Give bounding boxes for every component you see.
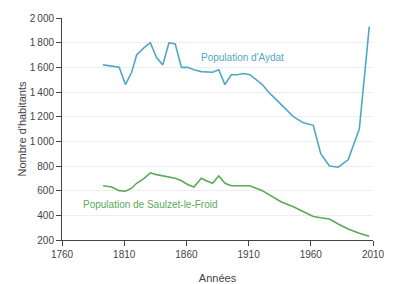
svg-text:1760: 1760 bbox=[51, 249, 74, 260]
svg-text:2010: 2010 bbox=[362, 249, 385, 260]
svg-text:1 400: 1 400 bbox=[30, 87, 55, 98]
svg-text:600: 600 bbox=[37, 185, 54, 196]
svg-text:2 000: 2 000 bbox=[30, 13, 55, 24]
svg-text:200: 200 bbox=[37, 235, 54, 246]
svg-text:Population d'Aydat: Population d'Aydat bbox=[201, 52, 284, 63]
svg-text:1810: 1810 bbox=[113, 249, 136, 260]
svg-text:800: 800 bbox=[37, 161, 54, 172]
svg-text:1860: 1860 bbox=[175, 249, 198, 260]
svg-text:Années: Années bbox=[199, 272, 237, 284]
svg-text:1 600: 1 600 bbox=[30, 62, 55, 73]
svg-text:1 200: 1 200 bbox=[30, 111, 55, 122]
svg-text:400: 400 bbox=[37, 210, 54, 221]
svg-text:Nombre d'habitants: Nombre d'habitants bbox=[16, 81, 28, 177]
svg-text:1 800: 1 800 bbox=[30, 37, 55, 48]
svg-text:1960: 1960 bbox=[300, 249, 323, 260]
svg-text:1 000: 1 000 bbox=[30, 136, 55, 147]
svg-text:Population de Saulzet-le-Froid: Population de Saulzet-le-Froid bbox=[83, 199, 218, 210]
svg-text:1910: 1910 bbox=[237, 249, 260, 260]
